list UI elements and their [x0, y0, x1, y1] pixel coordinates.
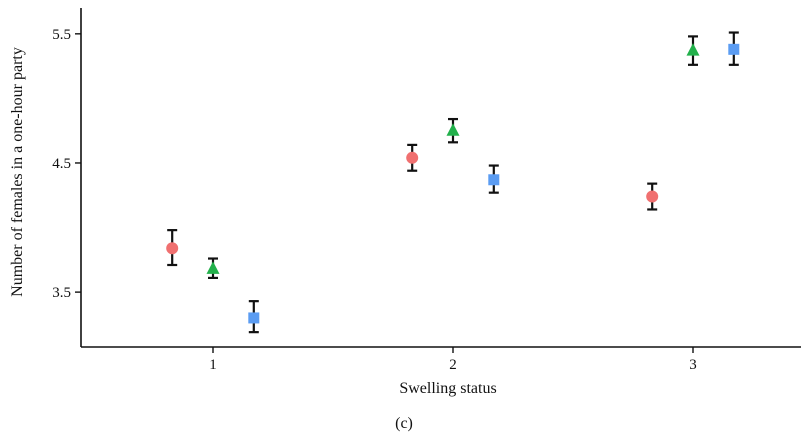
y-tick-label: 4.5 [52, 156, 71, 172]
series-circle [166, 143, 659, 267]
data-point-triangle [446, 123, 460, 136]
series-square [248, 31, 740, 334]
data-point-triangle [206, 261, 220, 274]
x-tick-label: 3 [689, 357, 697, 373]
data-point-triangle [686, 43, 700, 56]
series-triangle [206, 35, 700, 280]
data-point-circle [406, 151, 419, 164]
data-point-circle [166, 242, 179, 255]
data-point-square [488, 174, 500, 186]
figure-caption: (c) [395, 415, 413, 432]
data-point-circle [646, 190, 659, 203]
y-axis-label: Number of females in a one-hour party [9, 47, 26, 297]
x-tick-label: 2 [449, 357, 457, 373]
axes: 3.5 4.5 5.5 1 2 3 [52, 8, 801, 373]
x-tick-label: 1 [209, 357, 217, 373]
data-marks [166, 31, 740, 334]
y-tick-label: 5.5 [52, 27, 71, 43]
data-point-square [248, 312, 260, 324]
y-tick-label: 3.5 [52, 285, 71, 301]
data-point-square [728, 43, 740, 55]
x-axis-label: Swelling status [399, 380, 496, 397]
